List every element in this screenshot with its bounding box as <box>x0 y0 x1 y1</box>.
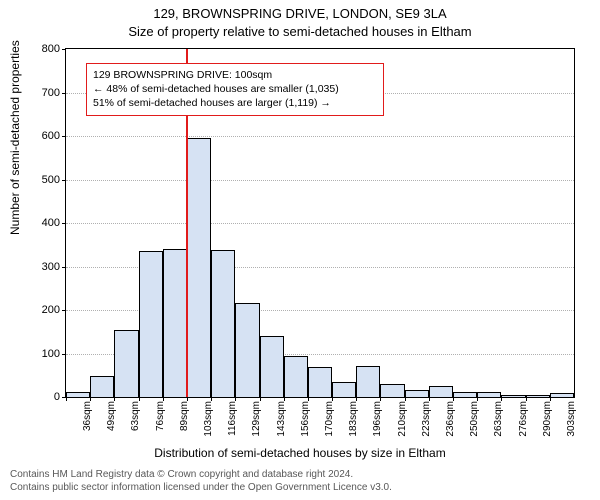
y-tick-label: 400 <box>42 217 60 229</box>
histogram-bar <box>308 367 332 397</box>
x-tick-label: 236sqm <box>445 401 456 437</box>
x-tick-mark <box>163 397 164 401</box>
x-tick-label: 143sqm <box>276 401 287 437</box>
y-tick-label: 800 <box>42 43 60 55</box>
x-tick-label: 170sqm <box>324 401 335 437</box>
x-tick-label: 156sqm <box>300 401 311 437</box>
histogram-bar <box>260 336 284 397</box>
footer-line1: Contains HM Land Registry data © Crown c… <box>10 469 392 482</box>
annotation-box: 129 BROWNSPRING DRIVE: 100sqm← 48% of se… <box>86 63 384 116</box>
y-tick-mark <box>62 223 66 224</box>
x-tick-label: 103sqm <box>203 401 214 437</box>
histogram-bar <box>356 366 380 397</box>
x-tick-mark <box>380 397 381 401</box>
histogram-bar <box>501 395 525 397</box>
x-tick-mark <box>187 397 188 401</box>
x-tick-mark <box>308 397 309 401</box>
histogram-bar <box>332 382 356 397</box>
y-tick-label: 500 <box>42 174 60 186</box>
gridline <box>66 180 574 181</box>
y-tick-mark <box>62 267 66 268</box>
x-tick-mark <box>477 397 478 401</box>
x-tick-label: 89sqm <box>179 401 190 431</box>
y-tick-label: 0 <box>54 391 60 403</box>
chart-container: 129, BROWNSPRING DRIVE, LONDON, SE9 3LA … <box>0 0 600 500</box>
x-tick-mark <box>405 397 406 401</box>
histogram-bar <box>405 390 429 397</box>
y-tick-mark <box>62 310 66 311</box>
gridline <box>66 223 574 224</box>
histogram-bar <box>163 249 187 397</box>
histogram-bar <box>211 250 235 397</box>
x-tick-label: 250sqm <box>469 401 480 437</box>
histogram-bar <box>526 395 550 397</box>
x-tick-label: 303sqm <box>566 401 577 437</box>
y-tick-mark <box>62 136 66 137</box>
x-tick-mark <box>284 397 285 401</box>
x-tick-mark <box>526 397 527 401</box>
histogram-bar <box>139 251 163 397</box>
y-axis-label: Number of semi-detached properties <box>8 40 22 235</box>
plot-area: 010020030040050060070080036sqm49sqm63sqm… <box>65 48 575 398</box>
x-tick-mark <box>260 397 261 401</box>
x-tick-label: 36sqm <box>82 401 93 431</box>
annotation-line: ← 48% of semi-detached houses are smalle… <box>93 82 377 96</box>
x-tick-mark <box>332 397 333 401</box>
footer-line2: Contains public sector information licen… <box>10 482 392 495</box>
y-tick-label: 200 <box>42 304 60 316</box>
histogram-bar <box>187 138 211 397</box>
x-tick-label: 223sqm <box>421 401 432 437</box>
x-tick-mark <box>211 397 212 401</box>
x-tick-label: 116sqm <box>227 401 238 436</box>
x-tick-mark <box>114 397 115 401</box>
histogram-bar <box>453 392 477 397</box>
histogram-bar <box>477 392 501 397</box>
x-tick-mark <box>139 397 140 401</box>
x-tick-label: 196sqm <box>372 401 383 437</box>
gridline <box>66 136 574 137</box>
x-tick-label: 76sqm <box>155 401 166 431</box>
annotation-line: 51% of semi-detached houses are larger (… <box>93 96 377 110</box>
histogram-bar <box>429 386 453 397</box>
x-tick-mark <box>235 397 236 401</box>
x-tick-label: 63sqm <box>130 401 141 431</box>
histogram-bar <box>550 393 574 397</box>
histogram-bar <box>380 384 404 397</box>
x-tick-label: 183sqm <box>348 401 359 437</box>
x-tick-label: 49sqm <box>106 401 117 431</box>
x-tick-mark <box>429 397 430 401</box>
x-axis-label: Distribution of semi-detached houses by … <box>0 446 600 460</box>
histogram-bar <box>90 376 114 397</box>
histogram-bar <box>114 330 138 397</box>
y-tick-mark <box>62 93 66 94</box>
x-tick-mark <box>90 397 91 401</box>
x-tick-label: 290sqm <box>542 401 553 437</box>
y-tick-label: 100 <box>42 348 60 360</box>
x-tick-mark <box>501 397 502 401</box>
footer-attribution: Contains HM Land Registry data © Crown c… <box>10 469 392 494</box>
x-tick-mark <box>356 397 357 401</box>
y-tick-mark <box>62 354 66 355</box>
x-tick-mark <box>453 397 454 401</box>
chart-title-line1: 129, BROWNSPRING DRIVE, LONDON, SE9 3LA <box>0 6 600 21</box>
histogram-bar <box>235 303 259 397</box>
y-tick-label: 700 <box>42 87 60 99</box>
y-tick-label: 600 <box>42 130 60 142</box>
y-tick-mark <box>62 49 66 50</box>
x-tick-label: 129sqm <box>251 401 262 437</box>
histogram-bar <box>66 392 90 397</box>
x-tick-mark <box>550 397 551 401</box>
chart-subtitle: Size of property relative to semi-detach… <box>0 24 600 39</box>
annotation-line: 129 BROWNSPRING DRIVE: 100sqm <box>93 68 377 82</box>
x-tick-label: 276sqm <box>518 401 529 437</box>
x-tick-mark <box>66 397 67 401</box>
y-tick-mark <box>62 180 66 181</box>
histogram-bar <box>284 356 308 397</box>
x-tick-label: 210sqm <box>397 401 408 437</box>
x-tick-label: 263sqm <box>493 401 504 437</box>
y-tick-label: 300 <box>42 261 60 273</box>
